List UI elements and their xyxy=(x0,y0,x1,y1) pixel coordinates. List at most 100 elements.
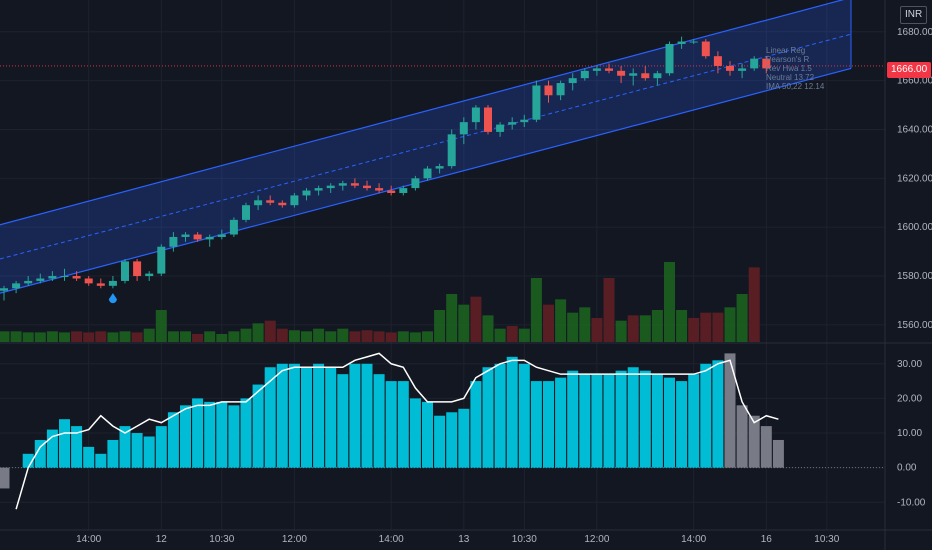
time-tick-label: 12:00 xyxy=(584,534,609,545)
candle-body xyxy=(496,124,505,132)
candle-body xyxy=(762,58,771,69)
volume-bar xyxy=(276,328,288,342)
histogram-bar xyxy=(409,398,421,468)
candle-body xyxy=(169,236,178,247)
volume-bar xyxy=(131,332,143,342)
volume-bar xyxy=(567,312,579,342)
histogram-bar xyxy=(748,415,760,468)
histogram-bar xyxy=(385,381,397,468)
time-tick-label: 10:30 xyxy=(209,534,234,545)
histogram-bar xyxy=(216,401,228,468)
candle-body xyxy=(738,68,747,71)
candle-body xyxy=(363,185,371,189)
volume-bar xyxy=(530,278,542,342)
histogram-bar xyxy=(397,381,409,468)
histogram-bar xyxy=(422,401,433,468)
volume-bar xyxy=(434,310,446,342)
histogram-bar xyxy=(494,363,506,468)
volume-bar xyxy=(373,331,385,342)
volume-series xyxy=(0,262,760,342)
volume-bar xyxy=(676,310,688,342)
volume-bar xyxy=(579,307,591,342)
legend-line: IMA 50,22 12.14 xyxy=(766,82,825,91)
volume-bar xyxy=(748,267,760,342)
histogram-bar xyxy=(555,377,567,468)
volume-bar xyxy=(651,310,663,342)
volume-bar xyxy=(34,332,46,342)
volume-bar xyxy=(0,331,10,342)
volume-bar xyxy=(59,332,70,342)
indicator-legend: Linear Reg Pearson's R Rev Hwa 1.5 Neutr… xyxy=(766,46,824,91)
time-tick-label: 16 xyxy=(761,534,773,545)
candle-body xyxy=(278,202,287,206)
candle-body xyxy=(133,261,142,277)
histogram-bar xyxy=(506,356,518,468)
volume-bar xyxy=(470,296,482,342)
volume-bar xyxy=(518,328,530,342)
candle-body xyxy=(484,107,492,132)
candle-body xyxy=(750,58,759,69)
volume-bar xyxy=(591,318,603,342)
candle-body xyxy=(701,41,710,57)
price-tick-label: 1660.00 xyxy=(897,76,932,87)
volume-bar xyxy=(83,332,95,342)
candle-body xyxy=(145,273,154,277)
volume-bar xyxy=(712,312,724,342)
candle-body xyxy=(411,178,420,189)
histogram-bar xyxy=(543,381,554,468)
histogram-bar xyxy=(337,374,349,468)
candle-body xyxy=(350,183,359,186)
histogram-bar xyxy=(688,374,700,468)
candle-body xyxy=(326,185,335,189)
price-tick-label: 1640.00 xyxy=(897,124,932,135)
volume-bar xyxy=(482,315,494,342)
volume-bar xyxy=(349,331,361,342)
candle-body xyxy=(653,73,662,79)
volume-bar xyxy=(313,328,325,342)
candle-body xyxy=(459,122,468,135)
candle-body xyxy=(96,283,105,286)
histogram-bar xyxy=(325,367,337,468)
candle-body xyxy=(48,276,57,279)
histogram-bar xyxy=(724,353,736,468)
candle-body xyxy=(665,43,674,74)
histogram-bar xyxy=(119,426,131,468)
candle-body xyxy=(605,68,613,71)
candle-body xyxy=(726,65,734,71)
volume-bar xyxy=(22,332,34,342)
candle-body xyxy=(0,288,8,291)
osc-tick-label: 20.00 xyxy=(897,393,922,404)
currency-badge[interactable]: INR xyxy=(900,6,928,24)
volume-bar xyxy=(216,334,228,342)
candle-body xyxy=(217,234,226,237)
histogram-bar xyxy=(579,374,591,468)
volume-bar xyxy=(264,320,276,342)
volume-bar xyxy=(639,315,651,342)
candle-body xyxy=(24,280,33,284)
candle-body xyxy=(471,107,480,123)
time-axis: 14:00 12 10:30 12:00 14:00 13 10:30 12:00 14:00 1… xyxy=(76,534,840,545)
histogram-bar xyxy=(301,367,312,468)
candle-body xyxy=(375,188,384,191)
volume-bar xyxy=(325,331,337,342)
volume-bar xyxy=(422,331,433,342)
candle-body xyxy=(532,85,541,120)
histogram-bar xyxy=(664,377,675,468)
histogram-bar xyxy=(712,360,724,468)
volume-bar xyxy=(337,328,349,342)
channel-lower-line xyxy=(0,67,852,294)
histogram-bar xyxy=(530,381,542,468)
price-tick-label: 1620.00 xyxy=(897,173,932,184)
candle-body xyxy=(713,56,722,66)
histogram-bar xyxy=(155,426,167,468)
legend-line: Neutral 13.72 xyxy=(766,73,815,82)
candle-body xyxy=(617,70,626,76)
osc-axis: -10.00 0.00 10.00 20.00 30.00 xyxy=(897,359,926,509)
histogram-bar xyxy=(615,370,627,468)
candle-body xyxy=(72,276,81,279)
volume-bar xyxy=(543,304,554,342)
osc-tick-label: -10.00 xyxy=(897,497,926,508)
signal-marker-icon xyxy=(108,293,117,304)
histogram-bar xyxy=(313,363,325,468)
